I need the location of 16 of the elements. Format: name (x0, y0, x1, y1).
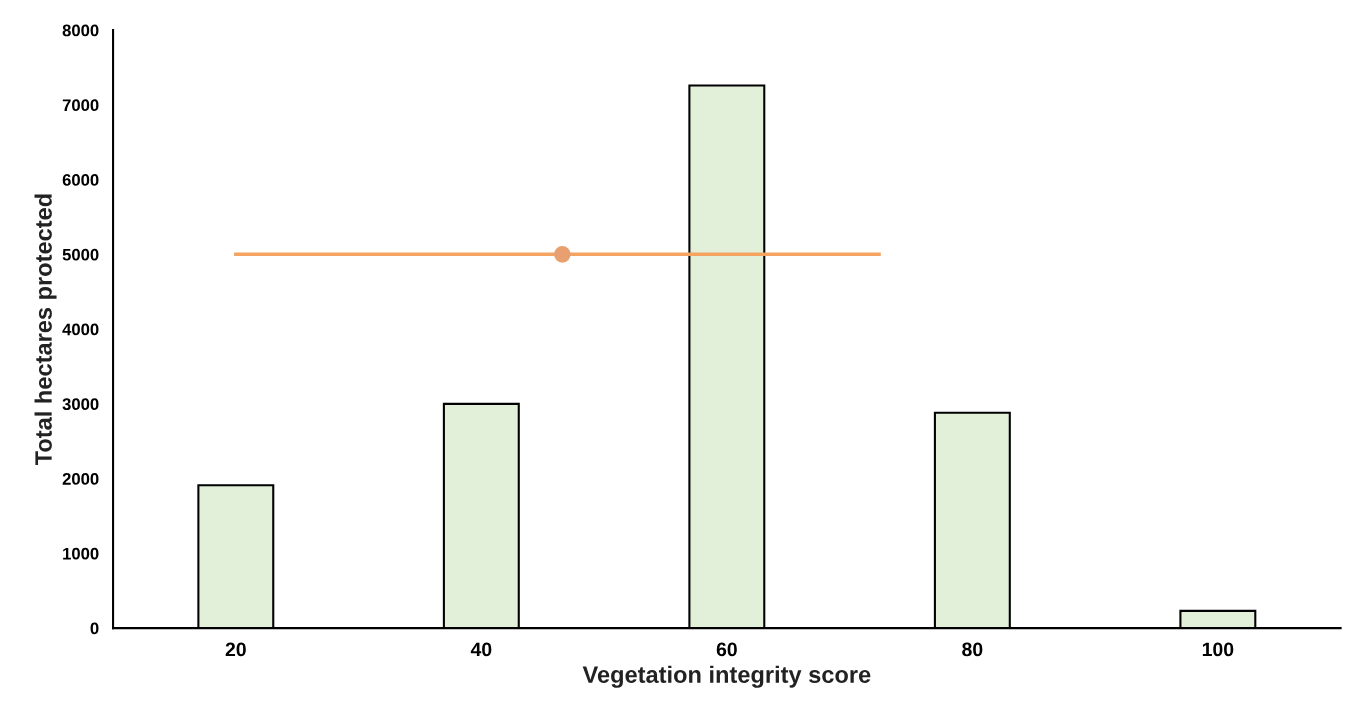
y-tick-label: 8000 (62, 24, 99, 37)
x-axis-title: Vegetation integrity score (582, 665, 871, 688)
x-tick-label: 60 (716, 642, 737, 657)
y-tick-label: 6000 (62, 174, 99, 186)
y-tick-label: 3000 (62, 398, 99, 411)
y-axis-title: Total hectares protected (34, 194, 57, 466)
y-tick-label: 4000 (62, 323, 99, 336)
y-tick-label: 2000 (62, 473, 99, 485)
x-tick-label: 40 (470, 642, 492, 657)
y-tick-label: 5000 (62, 248, 99, 261)
y-tick-label: 0 (90, 622, 99, 635)
x-tick-label: 20 (225, 642, 246, 657)
y-tick-label: 7000 (62, 99, 99, 112)
y-tick-label: 1000 (63, 547, 99, 560)
x-tick-label: 100 (1202, 642, 1234, 657)
x-tick-label: 80 (962, 642, 983, 657)
